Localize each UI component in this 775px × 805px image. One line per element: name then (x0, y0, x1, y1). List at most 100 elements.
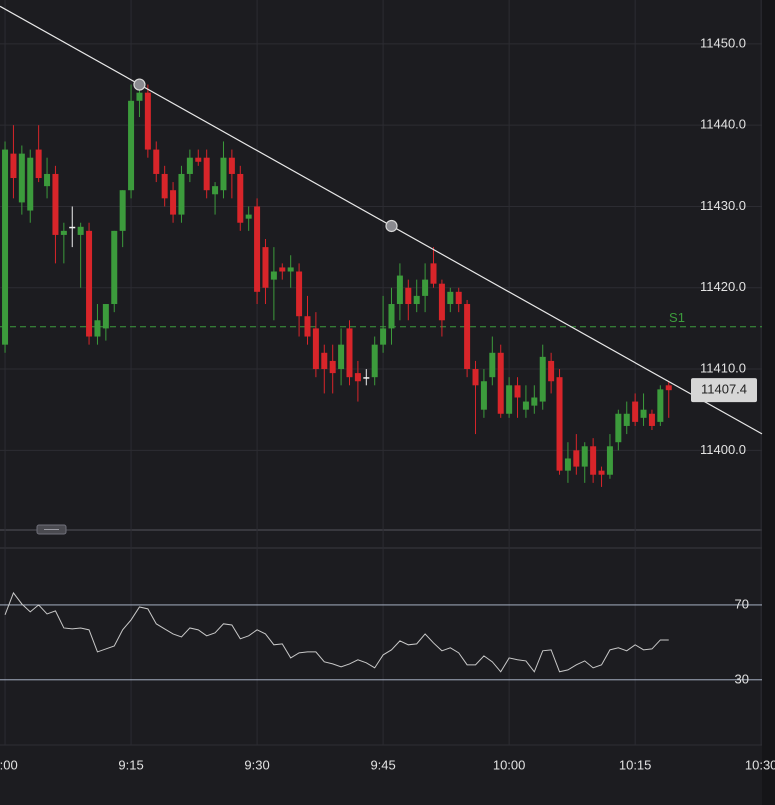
candle-body (497, 352, 504, 414)
candle-body (590, 446, 597, 475)
x-tick-label: 9:15 (118, 757, 143, 772)
candle-body (86, 230, 93, 337)
rsi-line (4, 591, 669, 673)
side-panel (762, 0, 775, 805)
candle-body (640, 409, 647, 418)
rsi-tick-label: 70 (735, 596, 749, 611)
candle-body (111, 230, 118, 305)
rsi-tick-label: 30 (735, 671, 749, 686)
candle-body (237, 173, 244, 223)
candle-body (321, 352, 328, 370)
last-price-label: 11407.4 (701, 382, 747, 397)
candle-body (354, 373, 361, 382)
candle-body (102, 304, 109, 329)
candle-body (52, 173, 59, 235)
candle-body (287, 267, 294, 272)
candle-body (178, 173, 185, 215)
candle-body (10, 153, 17, 179)
candle-body (396, 275, 403, 305)
candle-body (388, 304, 395, 329)
candle-body (422, 279, 429, 296)
candle-body (506, 385, 513, 414)
candle-body (464, 304, 471, 370)
candle-body (455, 291, 462, 305)
candle-body (270, 271, 277, 280)
candle-body (119, 190, 126, 231)
candle-body (489, 352, 496, 378)
candle-body (615, 413, 622, 443)
candle-body (203, 157, 210, 191)
candle-body (279, 267, 286, 272)
candle-body (430, 263, 437, 284)
trendline-anchor (385, 219, 398, 233)
candle-body (128, 100, 135, 191)
candle-body (228, 157, 235, 174)
candle-body (531, 397, 538, 406)
trendline-anchor (133, 78, 146, 91)
trendline (0, 5, 763, 435)
candle-body (312, 328, 319, 370)
candle-body (581, 446, 588, 467)
candle-body (170, 190, 177, 215)
x-tick-label: 10:15 (619, 757, 652, 772)
candle-body (153, 149, 160, 174)
candle-body (195, 157, 202, 162)
candle-body (598, 470, 605, 475)
x-tick-label: 10:00 (493, 757, 526, 772)
candle-body (606, 446, 613, 475)
candle-body (212, 186, 219, 195)
candle-body (447, 291, 454, 305)
candle-body (18, 153, 25, 203)
y-tick-label: 11450.0 (700, 35, 746, 50)
candle-body (220, 157, 227, 191)
candle-body (60, 230, 67, 235)
candle-body (144, 92, 151, 150)
candle-body (539, 356, 546, 402)
candle-body (665, 385, 672, 391)
candle-body (556, 377, 563, 471)
candle-body (623, 413, 630, 426)
candle-body (573, 450, 580, 467)
candle-body (136, 92, 143, 101)
candle-body (480, 381, 487, 410)
candle-body (254, 206, 261, 292)
candle-body (380, 328, 387, 345)
x-tick-label: 10:30 (745, 757, 775, 772)
marks-layer (0, 5, 763, 673)
candle-body (329, 360, 336, 374)
y-tick-label: 11410.0 (700, 360, 746, 375)
candle-body (657, 389, 664, 422)
candle-body (522, 401, 529, 410)
y-tick-label: 11400.0 (700, 442, 746, 457)
candle-body (245, 214, 252, 219)
candle-body (2, 149, 9, 345)
x-tick-label: 9:00 (0, 757, 18, 772)
candle-body (413, 295, 420, 305)
x-tick-label: 9:30 (244, 757, 269, 772)
candle-body (548, 360, 555, 382)
y-tick-label: 11430.0 (700, 198, 746, 213)
candle-body (363, 377, 370, 379)
candle-body (346, 328, 353, 378)
candle-body (405, 287, 412, 305)
x-tick-label: 9:45 (370, 757, 395, 772)
support-label: S1 (669, 310, 685, 325)
candle-body (69, 226, 76, 229)
labels-layer: 9:00 9:15 9:30 9:45 10:00 10:15 10:30 11400.0 11… (0, 35, 775, 772)
candle-body (438, 283, 445, 321)
candle-body (35, 149, 42, 179)
candle-body (44, 173, 51, 187)
candle-body (648, 413, 655, 426)
candle-body (296, 271, 303, 317)
candle-body (514, 385, 521, 398)
candle-body (161, 173, 168, 199)
y-tick-label: 11440.0 (700, 117, 746, 132)
candle-body (564, 458, 571, 471)
candle-body (77, 226, 84, 235)
candle-body (304, 316, 311, 337)
candle-body (472, 369, 479, 386)
candle-body (186, 157, 193, 174)
candle-body (371, 344, 378, 378)
candle-body (94, 320, 101, 337)
